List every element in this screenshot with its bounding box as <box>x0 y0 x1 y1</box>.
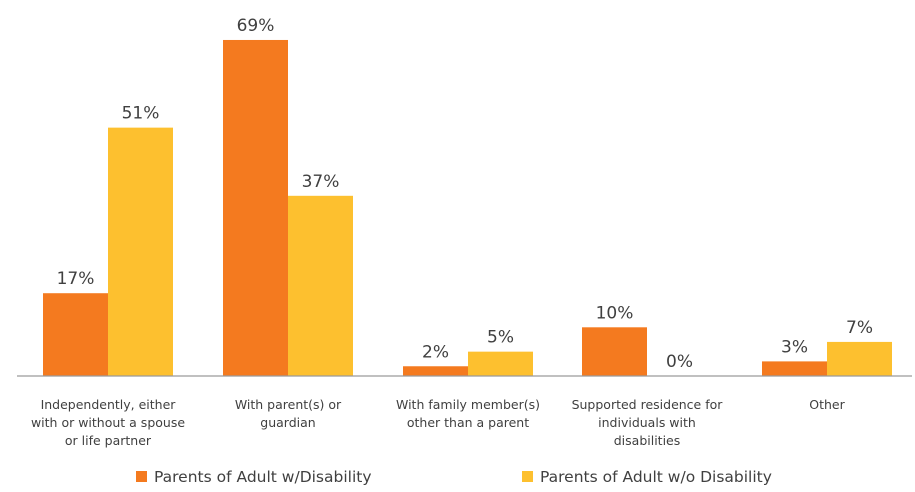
bar-with-disability-0 <box>43 293 108 376</box>
value-label: 37% <box>302 172 340 192</box>
value-label: 5% <box>487 328 514 348</box>
value-label: 0% <box>666 352 693 372</box>
category-label: With family member(s) <box>396 397 540 412</box>
bar-without-disability-1 <box>288 195 353 376</box>
bar-with-disability-3 <box>582 327 647 376</box>
value-label: 3% <box>781 337 808 357</box>
bar-without-disability-0 <box>108 127 173 376</box>
value-labels-group: 17% 51% 69% 37% 2% 5% 10% 0% 3% 7% <box>57 16 873 372</box>
value-label: 7% <box>846 318 873 338</box>
category-labels-group: Independently, either with or without a s… <box>31 397 846 448</box>
legend-label: Parents of Adult w/Disability <box>154 468 372 486</box>
category-label: guardian <box>260 415 315 430</box>
category-label: other than a parent <box>407 415 529 430</box>
category-label: Other <box>809 397 845 412</box>
legend-swatch <box>136 471 147 482</box>
category-label: With parent(s) or <box>235 397 342 412</box>
category-label: individuals with <box>598 415 696 430</box>
bar-without-disability-2 <box>468 351 533 376</box>
value-label: 10% <box>596 303 634 323</box>
legend-swatch <box>522 471 533 482</box>
value-label: 17% <box>57 269 95 289</box>
category-label: or life partner <box>65 433 152 448</box>
legend: Parents of Adult w/Disability Parents of … <box>136 468 772 486</box>
bar-with-disability-1 <box>223 39 288 376</box>
bar-without-disability-4 <box>827 341 892 376</box>
category-label: Supported residence for <box>572 397 724 412</box>
category-label: Independently, either <box>41 397 177 412</box>
legend-label: Parents of Adult w/o Disability <box>540 468 772 486</box>
bar-with-disability-4 <box>762 361 827 376</box>
category-label: disabilities <box>614 433 681 448</box>
category-label: with or without a spouse <box>31 415 185 430</box>
value-label: 69% <box>237 16 275 36</box>
value-label: 2% <box>422 342 449 362</box>
bars-group <box>43 39 892 376</box>
value-label: 51% <box>122 104 160 124</box>
bar-with-disability-2 <box>403 366 468 376</box>
